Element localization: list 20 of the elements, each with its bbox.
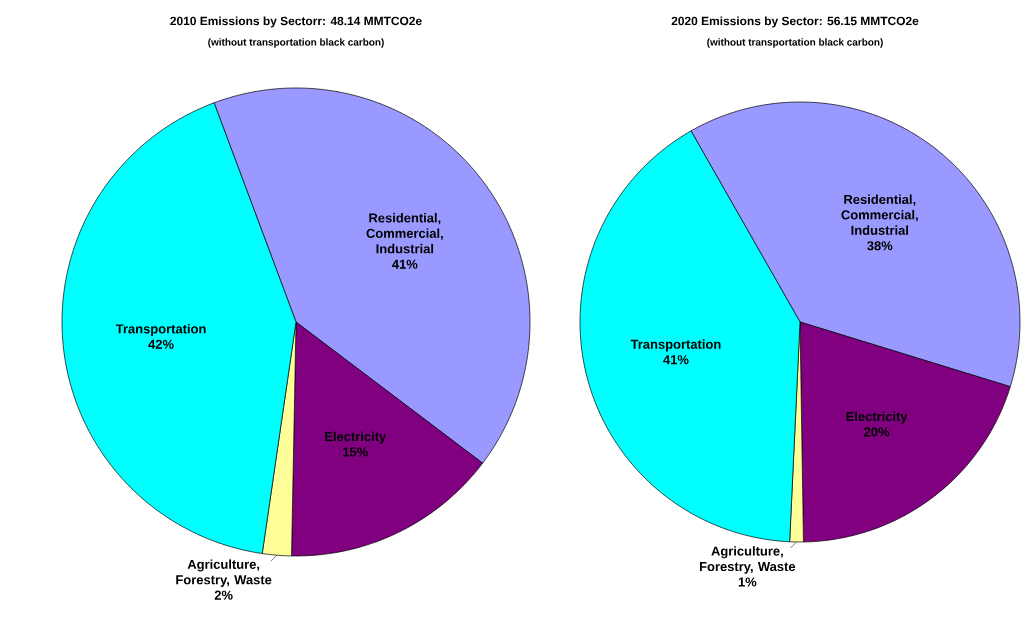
chart-title: 2010 Emissions by Sectorr: 48.14 MMTCO2e: [170, 16, 422, 28]
chart-subtitle: (without transportation black carbon): [707, 38, 883, 48]
slice-label: Agriculture, Forestry, Waste: [699, 546, 796, 574]
slice-label: Electricity: [846, 411, 908, 424]
data-label: 15%: [343, 447, 368, 457]
data-label: 1%: [738, 577, 757, 587]
chart-subtitle: (without transportation black carbon): [208, 38, 384, 48]
slice-label: Transportation: [630, 339, 721, 352]
slice-label: Residential, Commercial, Industrial: [841, 194, 918, 235]
data-label: 41%: [392, 259, 418, 269]
data-label: 38%: [867, 241, 893, 251]
data-label: 20%: [864, 427, 890, 437]
slice-label: Agriculture, Forestry, Waste: [176, 559, 272, 587]
data-label: 2%: [214, 590, 233, 600]
slice-label: Electricity: [325, 431, 387, 444]
slice-label: Transportation: [115, 323, 206, 337]
chart-title: 2020 Emissions by Sector: 56.15 MMTCO2e: [671, 16, 919, 28]
data-label: 41%: [663, 355, 689, 365]
slice-label: Residential, Commercial, Industrial: [366, 212, 443, 254]
data-label: 42%: [148, 339, 174, 349]
